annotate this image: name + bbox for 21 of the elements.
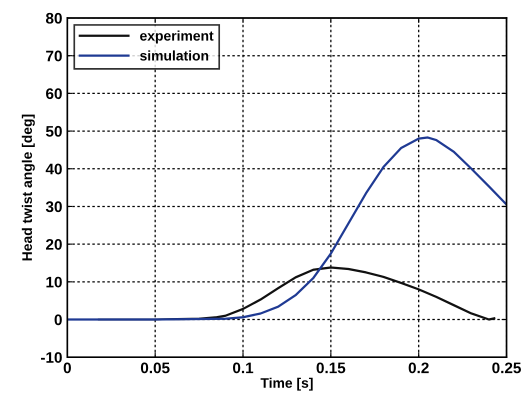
y-tick-label: 0 — [54, 314, 62, 326]
y-tick-label: 80 — [46, 12, 62, 24]
y-tick-label: 60 — [46, 88, 62, 100]
y-tick-label: 70 — [46, 50, 62, 62]
legend-label: experiment — [140, 30, 214, 44]
y-tick-label: 30 — [46, 201, 62, 212]
y-tick-label: 10 — [46, 276, 62, 288]
y-tick-label: 50 — [46, 126, 62, 137]
x-tick-label: 0.05 — [140, 362, 170, 374]
y-tick-label: -10 — [40, 352, 62, 363]
line-series — [67, 136, 507, 321]
x-tick-label: 0.25 — [492, 362, 521, 374]
x-tick-label: 0 — [64, 362, 71, 374]
x-tick-label: 0.2 — [408, 362, 429, 374]
y-tick-label: 40 — [46, 164, 62, 174]
y-tick-label: 20 — [46, 239, 62, 250]
legend-label: simulation — [140, 50, 208, 61]
y-axis-title: Head twist angle [deg] — [22, 114, 35, 260]
x-tick-label: 0.15 — [316, 362, 346, 374]
x-tick-label: 0.1 — [233, 362, 254, 374]
x-axis-title: Time [s] — [260, 378, 313, 391]
